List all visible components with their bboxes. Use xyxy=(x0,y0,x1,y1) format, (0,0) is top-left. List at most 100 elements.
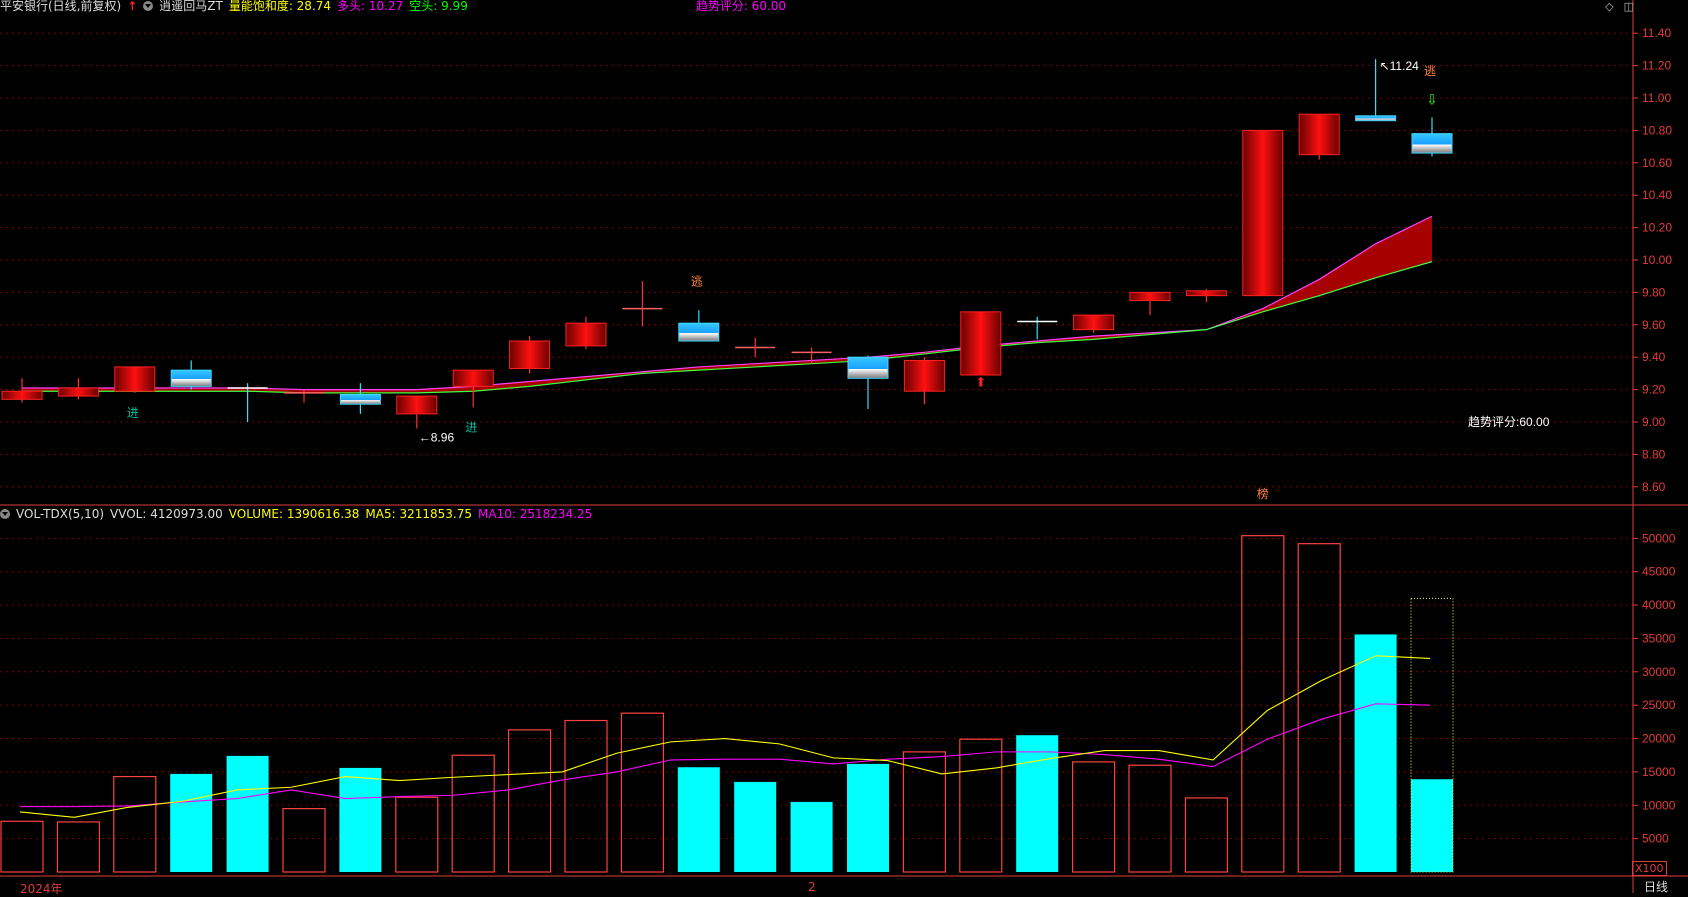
price-tick-label: 10.20 xyxy=(1642,221,1672,235)
volume-bar[interactable] xyxy=(113,775,157,873)
restore-icon[interactable]: ◫ xyxy=(1623,0,1634,13)
volume-bar[interactable] xyxy=(395,796,439,873)
window-controls: ◇ ◫ xyxy=(1595,0,1634,13)
bull-line xyxy=(22,215,1433,391)
volume-tick-label: 40000 xyxy=(1642,598,1676,612)
list-label: 榜 xyxy=(1257,486,1269,501)
volume-tick-label: 25000 xyxy=(1642,698,1676,712)
escape-signal-label: 逃 xyxy=(691,275,703,289)
up-arrow-icon: ↑ xyxy=(127,0,138,13)
candle-body[interactable] xyxy=(1073,314,1115,331)
price-tick-label: 9.40 xyxy=(1642,350,1666,364)
volume-value: VOLUME: 1390616.38 xyxy=(228,507,360,521)
volume-tick-label: 20000 xyxy=(1642,732,1676,746)
volume-bar[interactable] xyxy=(1016,735,1059,872)
volume-bar[interactable] xyxy=(1297,543,1341,873)
volume-tick-label: 5000 xyxy=(1642,832,1669,846)
candle-body[interactable] xyxy=(678,322,720,342)
volume-tick-label: 10000 xyxy=(1642,798,1676,812)
volume-bar[interactable] xyxy=(1184,797,1229,873)
volume-bar[interactable] xyxy=(170,773,213,872)
candle-body[interactable] xyxy=(1355,115,1397,122)
candle-body[interactable] xyxy=(565,322,607,347)
volume-bar[interactable] xyxy=(847,763,889,872)
candle-body[interactable] xyxy=(1298,113,1340,156)
candle-body[interactable] xyxy=(452,369,494,387)
bull-value: 多头: 10.27 xyxy=(337,0,404,13)
enter-signal-label: 进 xyxy=(127,406,139,420)
price-tick-label: 10.80 xyxy=(1642,123,1672,137)
scale-button[interactable]: X100 xyxy=(1632,861,1667,876)
enter-signal-label: 进 xyxy=(465,420,477,434)
high-price-label: ↖11.24 xyxy=(1380,59,1420,73)
indicator-menu-icon[interactable] xyxy=(143,1,154,11)
diamond-icon[interactable]: ◇ xyxy=(1605,0,1614,13)
trend-score-value: 趋势评分: 60.00 xyxy=(695,0,787,13)
period-button[interactable]: 日线 xyxy=(1644,880,1669,894)
volume-indicator-name[interactable]: VOL-TDX(5,10) xyxy=(16,507,105,521)
volume-bar[interactable] xyxy=(1241,535,1285,873)
trend-ribbon xyxy=(22,216,1432,393)
price-tick-label: 10.60 xyxy=(1642,156,1672,170)
volume-bar[interactable] xyxy=(959,738,1003,873)
price-tick-label: 8.60 xyxy=(1642,480,1666,494)
volume-bar[interactable] xyxy=(564,719,608,873)
price-tick-label: 9.20 xyxy=(1642,383,1666,397)
candle-body[interactable] xyxy=(1129,291,1171,301)
price-tick-label: 11.00 xyxy=(1642,91,1671,105)
price-tick-label: 11.20 xyxy=(1642,59,1671,73)
volume-bar[interactable] xyxy=(508,729,552,873)
candle-body[interactable] xyxy=(114,366,156,392)
candle-body[interactable] xyxy=(339,393,381,405)
volume-bar[interactable] xyxy=(734,781,777,872)
volume-bar[interactable] xyxy=(339,767,382,872)
trend-score-text: 趋势评分:60.00 xyxy=(1468,415,1550,429)
price-tick-label: 10.40 xyxy=(1642,188,1672,202)
stock-title[interactable]: 平安银行(日线,前复权) xyxy=(0,0,122,13)
ma5-line xyxy=(19,655,1431,818)
chart-header: 平安银行(日线,前复权) ↑ 逍遥回马ZT 量能饱和度: 28.74 多头: 10.27… xyxy=(0,0,792,14)
ma10-value: MA10: 2518234.25 xyxy=(478,507,593,521)
volume-bar[interactable] xyxy=(451,754,495,873)
sell-arrow-icon: ⇩ xyxy=(1426,91,1438,107)
candle-body[interactable] xyxy=(847,356,889,379)
volume-bar[interactable] xyxy=(1411,779,1453,872)
bear-line xyxy=(22,261,1433,394)
volume-bar[interactable] xyxy=(1354,634,1397,872)
volume-tick-label: 50000 xyxy=(1642,531,1676,545)
volume-bar[interactable] xyxy=(1071,761,1116,873)
indicator-name[interactable]: 逍遥回马ZT xyxy=(159,0,223,13)
volume-bar[interactable] xyxy=(56,821,101,873)
volume-header: VOL-TDX(5,10) VVOL: 4120973.00 VOLUME: 139… xyxy=(0,506,598,522)
volume-bar[interactable] xyxy=(790,801,833,872)
candle-body[interactable] xyxy=(509,340,551,370)
volume-bar[interactable] xyxy=(226,755,269,872)
candle-body[interactable] xyxy=(57,387,99,397)
candle-body[interactable] xyxy=(396,395,438,415)
candle-body[interactable] xyxy=(903,359,945,392)
candle-body[interactable] xyxy=(1242,129,1284,297)
price-tick-label: 10.00 xyxy=(1642,253,1672,267)
volume-tick-label: 30000 xyxy=(1642,665,1676,679)
candle-body[interactable] xyxy=(1185,290,1227,297)
volume-tick-label: 15000 xyxy=(1642,765,1676,779)
forecast-volume-outline xyxy=(1410,597,1454,873)
buy-arrow-icon: ⬆ xyxy=(975,374,986,389)
escape-signal-label: 逃 xyxy=(1424,64,1436,78)
volume-bar[interactable] xyxy=(1128,764,1172,873)
volume-bar[interactable] xyxy=(620,712,665,873)
volume-bar[interactable] xyxy=(677,767,720,872)
volume-bar[interactable] xyxy=(902,751,947,873)
candle-body[interactable] xyxy=(1,390,43,400)
price-tick-label: 8.80 xyxy=(1642,447,1666,461)
candle-body[interactable] xyxy=(170,369,212,387)
volume-tick-label: 45000 xyxy=(1642,565,1676,579)
volume-bar[interactable] xyxy=(282,808,326,873)
candle-body[interactable] xyxy=(960,311,1002,376)
saturation-value: 量能饱和度: 28.74 xyxy=(228,0,332,13)
candle-body[interactable] xyxy=(1411,133,1453,154)
volume-menu-icon[interactable] xyxy=(0,509,10,519)
volume-bar[interactable] xyxy=(0,820,44,873)
